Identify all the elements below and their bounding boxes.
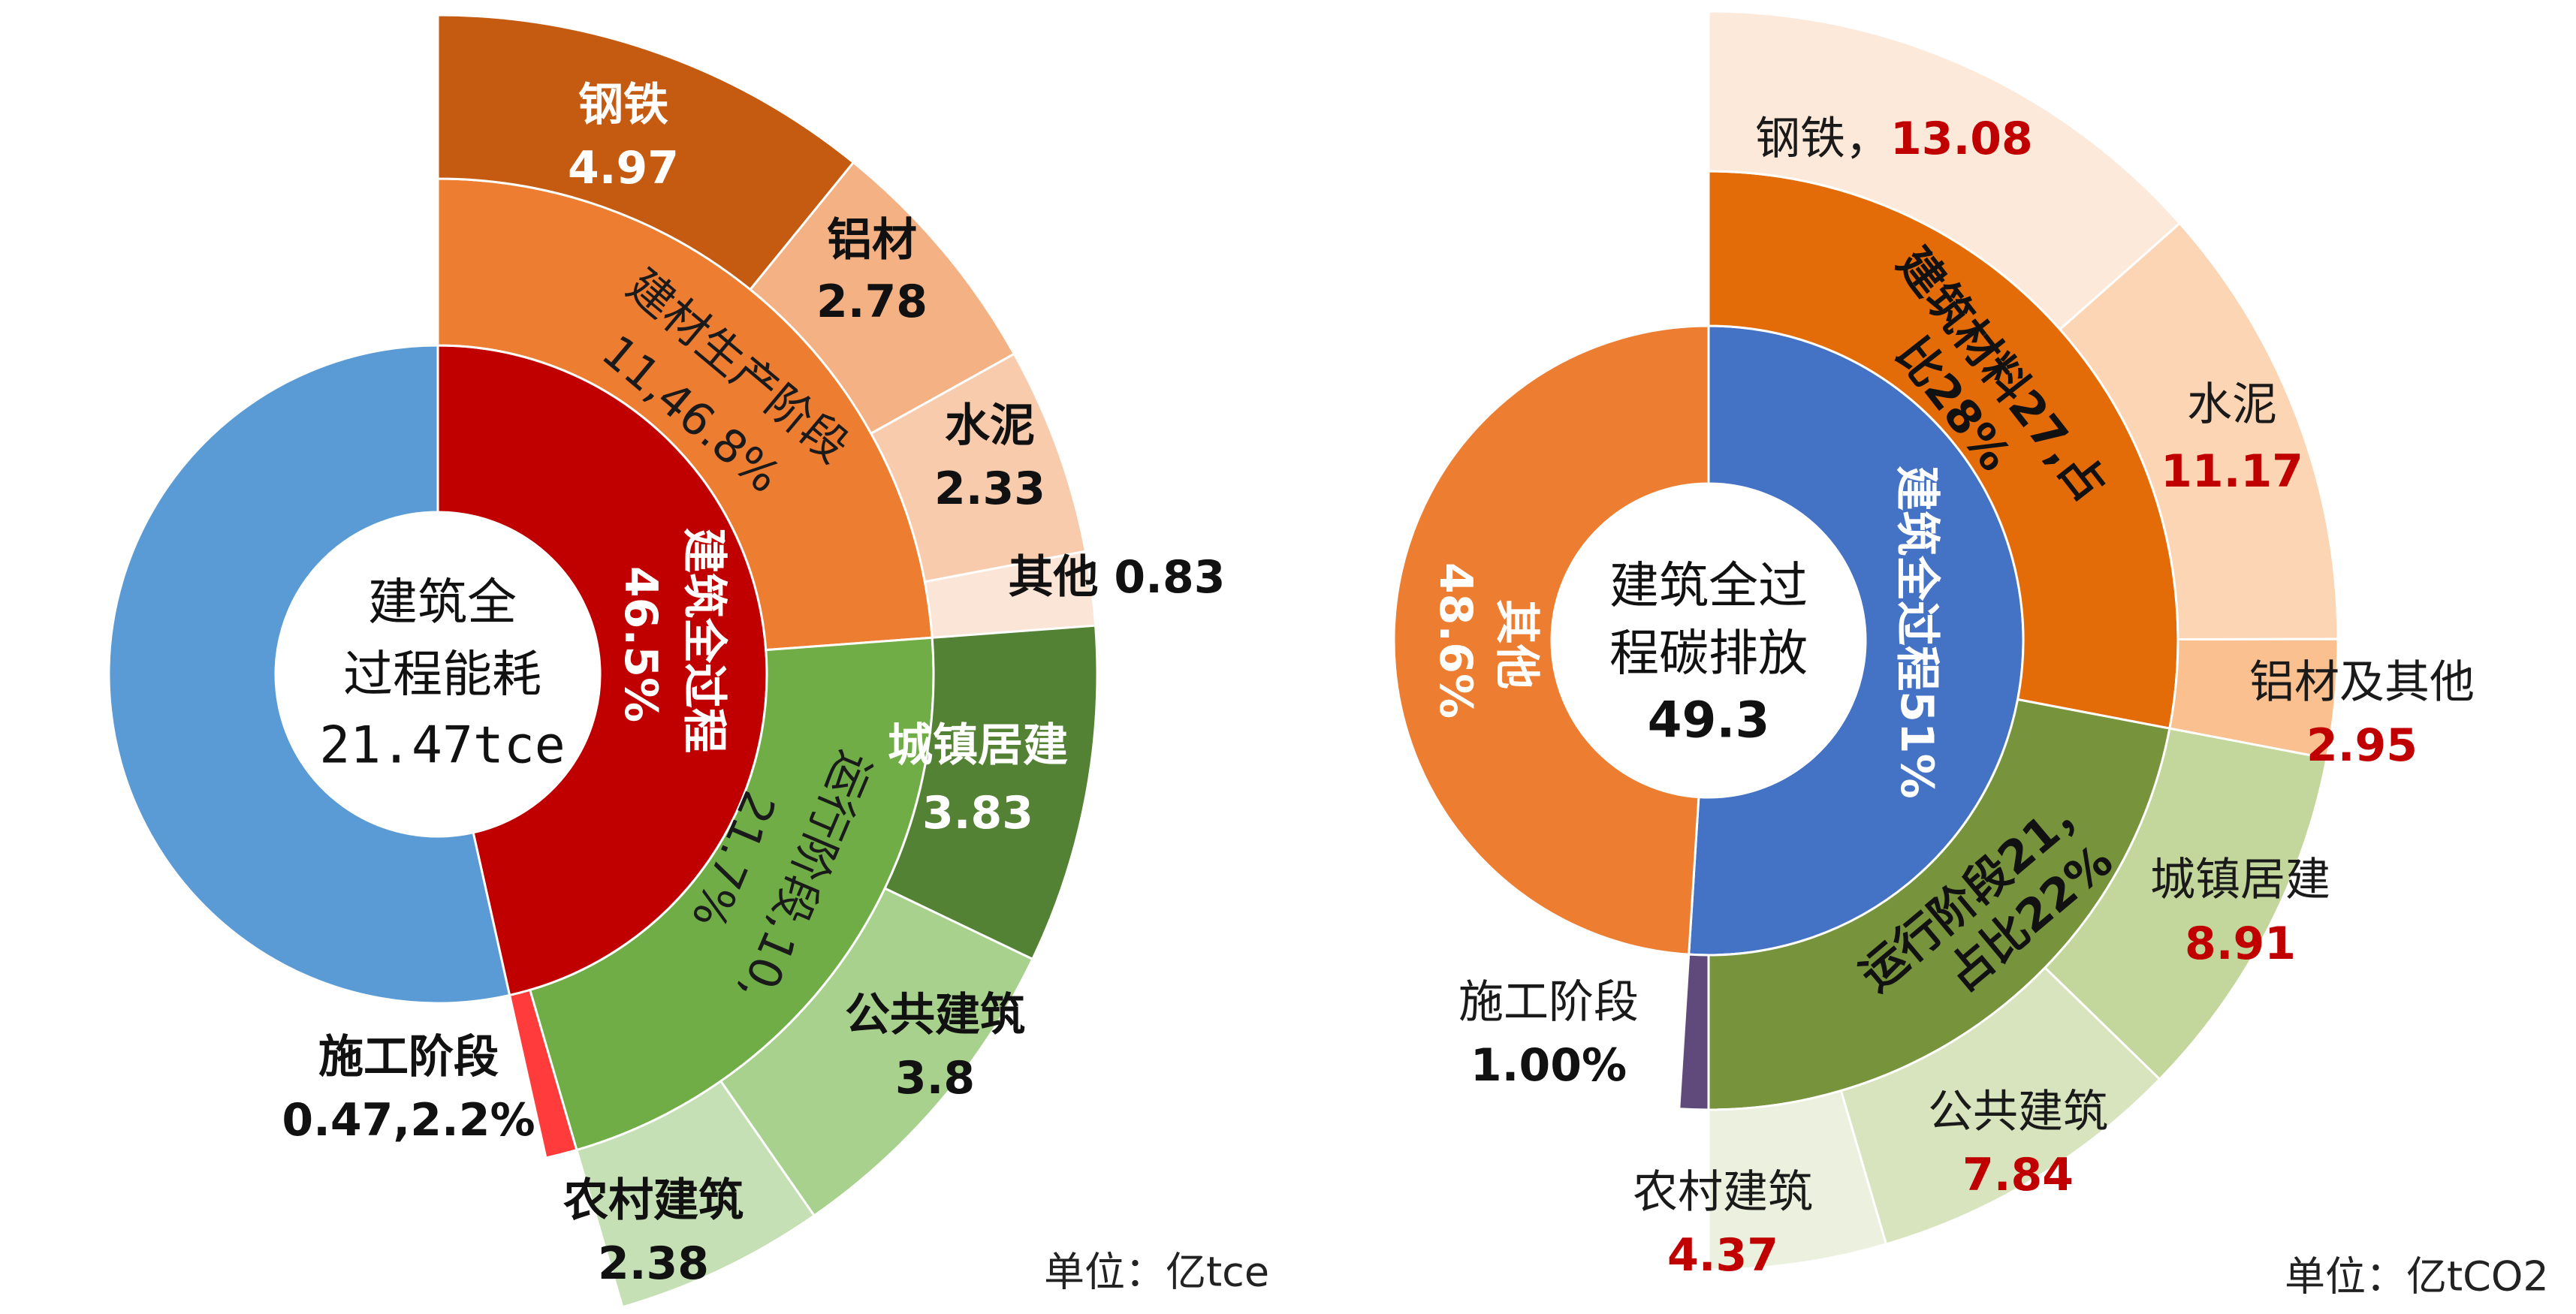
public-building-value: 7.84	[1962, 1149, 2074, 1201]
rural-building-label: 农村建筑	[1633, 1166, 1813, 1219]
inner-label-line1: 建筑全过程	[677, 528, 730, 753]
urban-residential-label: 城镇居建	[888, 719, 1068, 772]
center-label-line1: 建筑全过	[1609, 557, 1808, 615]
steel-label: 钢铁，13.08	[1755, 113, 2033, 165]
outer-ring-segment	[575, 1079, 816, 1309]
center-total: 49.3	[1648, 692, 1770, 749]
center-total: 21.47tce	[319, 716, 566, 776]
center-hole	[276, 512, 600, 836]
steel-value: 4.97	[568, 142, 679, 194]
center-hole	[1552, 484, 1866, 797]
construction-stage-label: 施工阶段	[1458, 976, 1639, 1029]
center-label-line2: 程碳排放	[1609, 625, 1808, 683]
urban-residential-value: 8.91	[2185, 918, 2296, 970]
steel-name: 钢铁，	[1755, 113, 1890, 165]
urban-residential-value: 3.83	[922, 787, 1033, 839]
energy-sunburst-segments	[107, 14, 1099, 1309]
cement-label: 水泥	[945, 399, 1035, 452]
other-sector-value: 48.6%	[1429, 562, 1482, 719]
cement-value: 2.33	[934, 463, 1045, 515]
public-building-label: 公共建筑	[845, 989, 1025, 1041]
outer-ring-segment	[1707, 1089, 1888, 1271]
other-sector-label: 其他	[1490, 599, 1543, 689]
public-building-label: 公共建筑	[1928, 1086, 2108, 1138]
unit-label: 单位：亿tce	[1044, 1249, 1269, 1296]
rural-building-value: 4.37	[1667, 1229, 1778, 1282]
other-materials-name: 其他	[1009, 551, 1099, 604]
carbon-sunburst-segments	[1392, 10, 2339, 1271]
aluminum-other-value: 2.95	[2306, 719, 2418, 772]
public-building-value: 3.8	[895, 1052, 975, 1105]
construction-stage-value: 1.00%	[1470, 1039, 1627, 1092]
urban-residential-label: 城镇居建	[2150, 854, 2330, 906]
aluminum-value: 2.78	[816, 276, 928, 328]
rural-building-value: 2.38	[598, 1237, 709, 1290]
inner-label-line2: 46.5%	[614, 566, 667, 722]
center-label-line2: 过程能耗	[343, 646, 541, 704]
energy-sunburst-labels: 建筑全 过程能耗 21.47tce 建筑全过程 46.5% 建材生产阶段 11,…	[282, 79, 1269, 1296]
middle-ring-segment	[1678, 953, 1710, 1111]
aluminum-other-label: 铝材及其他	[2249, 656, 2475, 709]
center-label-line1: 建筑全	[368, 574, 517, 631]
construction-stage-label: 施工阶段	[318, 1031, 499, 1083]
cement-label: 水泥	[2187, 378, 2277, 431]
cement-value: 11.17	[2161, 445, 2303, 498]
other-materials-value: 0.83	[1114, 551, 1225, 604]
inner-label: 建筑全过程51%	[1890, 466, 1943, 799]
unit-label: 单位：亿tCO2	[2285, 1253, 2549, 1300]
steel-label: 钢铁	[578, 79, 668, 131]
steel-value: 13.08	[1890, 113, 2033, 165]
other-materials-label: 其他 0.83	[1009, 551, 1226, 604]
aluminum-label: 铝材	[827, 214, 917, 267]
rural-building-label: 农村建筑	[563, 1174, 744, 1227]
construction-stage-value: 0.47,2.2%	[282, 1094, 535, 1147]
